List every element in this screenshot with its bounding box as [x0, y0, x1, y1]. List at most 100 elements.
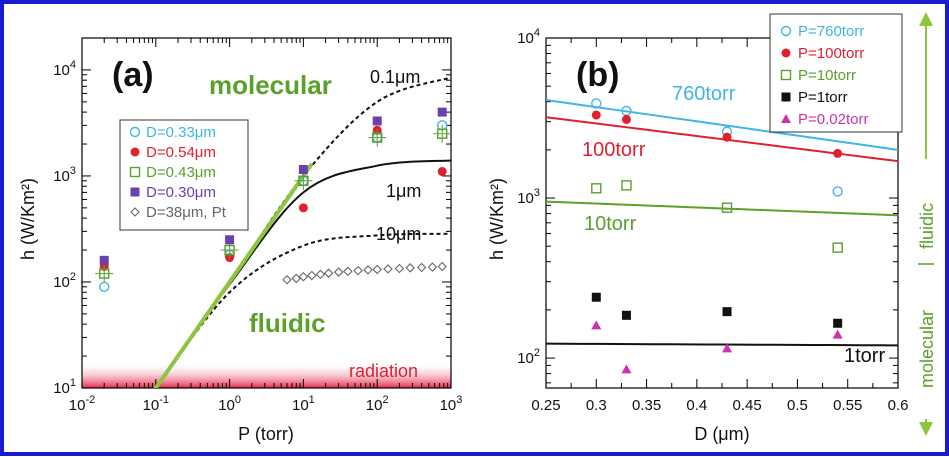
figure-svg: 10-2 10-1 100 101 102 103 101 102 103 104 (a) mol… [18, 12, 937, 444]
data-point [405, 263, 415, 273]
legend-marker [781, 92, 791, 102]
panel-b-x-tick-label: 0.35 [632, 397, 661, 414]
legend-label: D=0.33μm [146, 124, 216, 141]
data-point [291, 273, 302, 284]
data-point [722, 343, 733, 353]
data-point [437, 107, 447, 117]
data-point [621, 180, 632, 191]
side-label-fluidic: fluidic [917, 203, 937, 249]
legend-marker [129, 126, 141, 138]
curve-label-100torr: 100torr [582, 139, 646, 161]
data-point [721, 202, 733, 213]
data-point [591, 110, 601, 120]
data-point [833, 148, 843, 158]
annotation-molecular: molecular [209, 70, 332, 100]
data-point [224, 244, 235, 256]
data-point [832, 186, 843, 197]
legend-label: D=0.54μm [146, 144, 216, 161]
data-point [99, 268, 110, 279]
legend-marker [780, 25, 792, 37]
data-point [99, 281, 110, 293]
legend-label: D=0.43μm [146, 164, 216, 181]
panel-b-y-tick-label: 102 [517, 347, 540, 367]
data-point [416, 262, 427, 273]
legend-label: D=38μm, Pt [146, 204, 227, 221]
panel-b-x-tick-label: 0.3 [586, 397, 607, 414]
panel-a-axes-frame [81, 37, 452, 389]
panel-b-x-tick-label: 0.5 [787, 397, 808, 414]
data-point [832, 329, 843, 339]
model-curve-10m [155, 232, 451, 388]
data-point [372, 264, 382, 275]
data-point [591, 183, 602, 194]
data-point [591, 320, 602, 330]
panel-b-x-tick-label: 0.45 [733, 397, 762, 414]
data-point [298, 165, 308, 175]
data-point [621, 114, 631, 124]
data-point [722, 132, 732, 142]
data-point [372, 116, 382, 126]
panel-b-ticks: 0.25 0.3 0.35 0.4 0.45 0.5 0.55 0.6 102 103 104 [517, 27, 908, 414]
panel-a-ticks: 10-2 10-1 100 101 102 103 101 102 103 104 [53, 37, 463, 414]
data-point [427, 262, 438, 272]
data-point [343, 266, 353, 277]
legend-label: P=100torr [798, 45, 864, 62]
data-point [437, 167, 447, 177]
panel-a-x-tick-label: 10-1 [143, 394, 169, 414]
fit-curve-1torr [546, 342, 898, 347]
panel-b: 0.25 0.3 0.35 0.4 0.45 0.5 0.55 0.6 102 103 104 (b… [487, 12, 937, 444]
panel-a-y-tick-label: 101 [53, 377, 76, 397]
annotation-fluidic: fluidic [249, 308, 326, 338]
legend-marker [130, 207, 140, 217]
data-point [282, 274, 292, 285]
curve-label-10um: 10μm [376, 224, 421, 244]
panel-b-legend-box [769, 13, 903, 133]
molecular-limit-line [153, 162, 314, 388]
panel-b-label: (b) [576, 56, 619, 94]
data-point [372, 132, 383, 143]
data-point [722, 307, 732, 317]
data-point [298, 203, 308, 213]
side-arrow-up-head [919, 12, 933, 26]
panel-a-y-tick-label: 103 [53, 165, 76, 185]
panel-a-points [95, 107, 452, 293]
side-regime-indicator: molecular fluidic [917, 12, 937, 436]
panel-a-y-tick-label: 104 [53, 59, 76, 79]
panel-a-x-tick-label: 103 [440, 394, 463, 414]
panel-a-x-tick-label: 10-2 [69, 394, 95, 414]
panel-b-x-tick-label: 0.25 [531, 397, 560, 414]
data-point [323, 268, 334, 278]
data-point [315, 269, 326, 280]
data-point [298, 175, 309, 186]
panel-b-points [591, 98, 843, 374]
data-point [621, 364, 632, 374]
panel-a: 10-2 10-1 100 101 102 103 101 102 103 104 (a) mol… [18, 37, 463, 444]
legend-label: P=10torr [798, 67, 856, 84]
panel-a-curves [153, 76, 451, 388]
data-point [363, 265, 373, 275]
panel-a-legend: D=0.33μm D=0.54μm D=0.43μm D=0.30μm D=38μm, … [119, 119, 249, 231]
panel-a-y-tick-label: 102 [53, 271, 76, 291]
panel-a-legend-box [119, 119, 249, 231]
curve-label-760torr: 760torr [672, 83, 736, 105]
panel-a-x-tick-label: 102 [366, 394, 389, 414]
fit-curve-760torr [546, 98, 898, 151]
panel-a-label: (a) [112, 56, 154, 94]
panel-b-x-tick-label: 0.4 [686, 397, 707, 414]
panel-b-xlabel: D (μm) [694, 424, 749, 444]
data-point [437, 128, 448, 139]
curve-label-1um: 1μm [386, 181, 421, 201]
data-point [353, 265, 363, 276]
panel-a-x-tick-label: 101 [292, 394, 315, 414]
data-point [833, 318, 843, 328]
legend-marker [130, 147, 140, 157]
data-point [383, 264, 393, 274]
curve-label-1torr: 1torr [844, 345, 885, 367]
data-point [333, 267, 344, 277]
legend-label: P=760torr [798, 23, 864, 40]
panel-a-xlabel: P (torr) [238, 424, 294, 444]
legend-marker [129, 166, 141, 178]
legend-marker [781, 48, 791, 58]
data-point [591, 98, 602, 109]
